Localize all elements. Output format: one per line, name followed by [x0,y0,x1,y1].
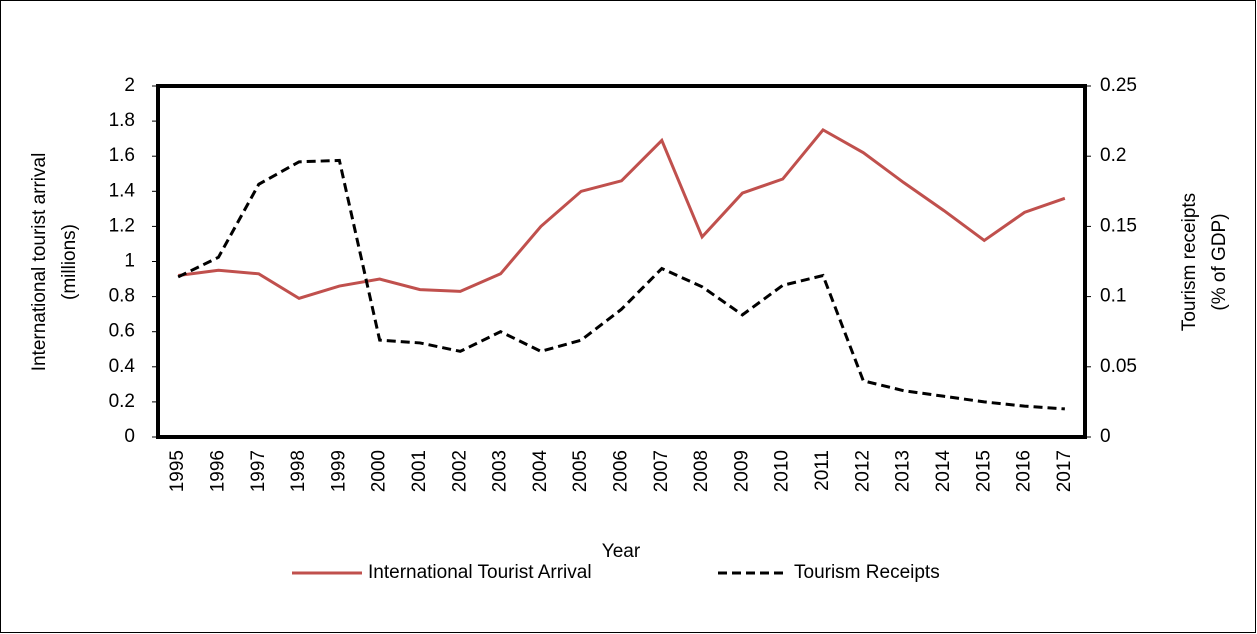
x-tick-label: 2012 [852,450,873,492]
x-tick-label: 2015 [973,450,994,492]
y-tick-label: 0.4 [109,356,136,377]
legend-label: Tourism Receipts [794,562,940,583]
x-tick-label: 2009 [731,450,752,492]
y2-tick-label: 0 [1100,426,1111,447]
y2-tick-label: 0.2 [1100,145,1126,166]
x-tick-label: 2008 [691,450,712,492]
x-tick-label: 2001 [409,450,430,492]
x-tick-label: 2002 [449,450,470,492]
x-tick-label: 2003 [490,450,511,492]
series-line [177,127,1066,300]
y-tick-label: 1 [124,251,135,272]
x-tick-label: 2006 [611,450,632,492]
x-tick-label: 1999 [328,450,349,492]
x-tick-label: 2017 [1054,450,1075,492]
y-tick-label: 2 [124,75,135,96]
x-tick-label: 2000 [369,450,390,492]
y-tick-label: 0 [124,426,135,447]
y2-tick-label: 0.25 [1100,75,1137,96]
x-tick-label: 2011 [812,450,833,491]
y-tick-label: 1.2 [109,215,135,236]
y2-tick-label: 0.1 [1100,286,1126,307]
x-tick-label: 1995 [167,450,188,492]
x-tick-label: 2005 [570,450,591,492]
y2-axis-label: (% of GDP) [1209,213,1230,310]
x-tick-label: 2013 [893,450,914,492]
y-tick-label: 1.4 [109,180,136,201]
x-tick-label: 1996 [207,450,228,492]
y-tick-label: 1.6 [109,145,135,166]
series-line [177,158,1065,411]
y-tick-label: 1.8 [109,110,135,131]
x-tick-label: 2010 [772,450,793,492]
x-tick-label: 2016 [1014,450,1035,492]
y-tick-label: 0.6 [109,321,135,342]
y-axis-label: International tourist arrival [29,153,50,372]
x-tick-label: 2014 [933,450,954,493]
x-tick-label: 1998 [288,450,309,492]
y-axis-label: (millions) [59,224,80,300]
x-tick-label: 2007 [651,450,672,492]
legend-label: International Tourist Arrival [368,562,592,583]
y2-axis-label: Tourism receipts [1179,193,1200,331]
y2-tick-label: 0.05 [1100,356,1137,377]
y-tick-label: 0.2 [109,391,135,412]
x-axis-label: Year [602,541,641,562]
y2-tick-label: 0.15 [1100,215,1137,236]
x-tick-label: 1997 [248,450,269,492]
x-tick-label: 2004 [530,450,551,493]
plot-frame [156,84,1087,439]
y-tick-label: 0.8 [109,286,135,307]
